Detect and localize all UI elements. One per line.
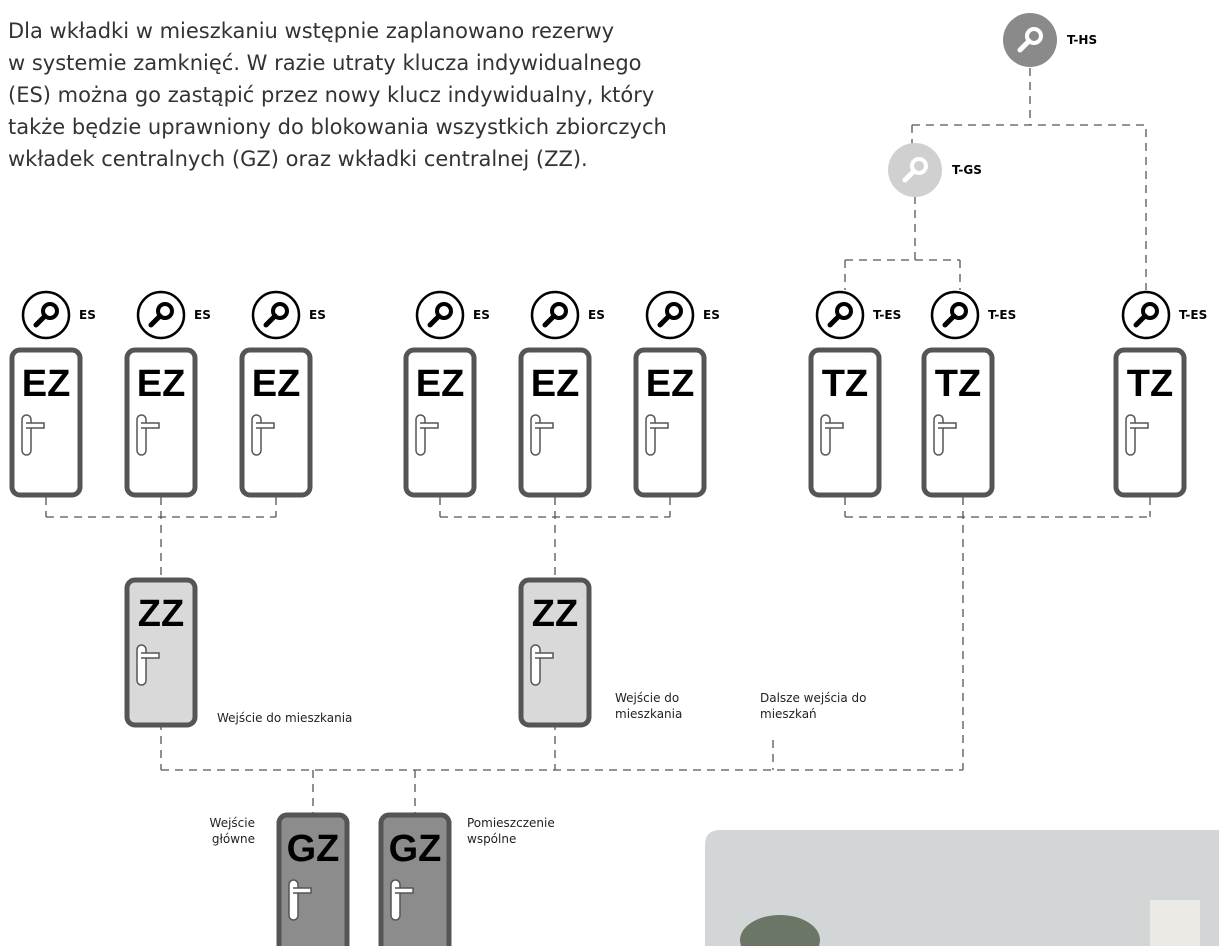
- door: TZ: [924, 350, 992, 495]
- key: ES: [532, 292, 605, 338]
- door-handle-lever: [420, 423, 438, 428]
- door-handle-plate: [22, 415, 31, 455]
- key: ES: [647, 292, 720, 338]
- key: T-ES: [932, 292, 1016, 338]
- door: EZ: [636, 350, 704, 495]
- caption-line: Dalsze wejścia do: [760, 691, 867, 705]
- intro-line: także będzie uprawniony do blokowania ws…: [8, 115, 667, 139]
- caption-line: Pomieszczenie: [467, 816, 555, 830]
- caption-line: Wejście do mieszkania: [217, 711, 352, 725]
- caption-line: Wejście do: [615, 691, 679, 705]
- door-label: GZ: [287, 828, 340, 870]
- door-label: EZ: [252, 363, 301, 405]
- door-handle-lever: [535, 653, 553, 658]
- key: T-ES: [817, 292, 901, 338]
- door-label: ZZ: [138, 593, 184, 635]
- door-handle-plate: [934, 415, 943, 455]
- key: T-GS: [888, 143, 982, 197]
- key: T-ES: [1123, 292, 1207, 338]
- door-handle-plate: [531, 645, 540, 685]
- door-handle-lever: [1130, 423, 1148, 428]
- door-handle-plate: [531, 415, 540, 455]
- key-label: ES: [194, 308, 211, 322]
- key-label: T-ES: [873, 308, 901, 322]
- door-handle-lever: [293, 888, 311, 893]
- key-label: T-ES: [1179, 308, 1207, 322]
- key: ES: [253, 292, 326, 338]
- key-label: T-ES: [988, 308, 1016, 322]
- door-handle-plate: [289, 880, 298, 920]
- door: ZZ: [127, 580, 195, 725]
- door-label: EZ: [531, 363, 580, 405]
- door-label: GZ: [389, 828, 442, 870]
- intro-line: Dla wkładki w mieszkaniu wstępnie zaplan…: [8, 19, 614, 43]
- door-handle-lever: [650, 423, 668, 428]
- key-label: ES: [703, 308, 720, 322]
- door-handle-lever: [141, 653, 159, 658]
- door-handle-plate: [137, 645, 146, 685]
- door: GZ: [381, 815, 449, 946]
- door-handle-plate: [646, 415, 655, 455]
- key-label: ES: [79, 308, 96, 322]
- key-label: T-HS: [1067, 33, 1097, 47]
- door-label: TZ: [1127, 363, 1173, 405]
- door-handle-plate: [416, 415, 425, 455]
- caption-line: wspólne: [467, 832, 516, 846]
- door-handle-lever: [535, 423, 553, 428]
- door: GZ: [279, 815, 347, 946]
- door: TZ: [811, 350, 879, 495]
- caption-line: mieszkania: [615, 707, 682, 721]
- door: EZ: [521, 350, 589, 495]
- door-handle-plate: [137, 415, 146, 455]
- intro-line: (ES) można go zastąpić przez nowy klucz …: [8, 83, 654, 107]
- caption-line: mieszkań: [760, 707, 817, 721]
- intro-line: w systemie zamknięć. W razie utraty kluc…: [8, 51, 642, 75]
- door-handle-plate: [1126, 415, 1135, 455]
- door: EZ: [127, 350, 195, 495]
- door: EZ: [12, 350, 80, 495]
- door-label: TZ: [935, 363, 981, 405]
- key: T-HS: [1003, 13, 1097, 67]
- key: ES: [23, 292, 96, 338]
- door-handle-lever: [256, 423, 274, 428]
- key-label: ES: [588, 308, 605, 322]
- door: EZ: [406, 350, 474, 495]
- door-handle-plate: [391, 880, 400, 920]
- intro-line: wkładek centralnych (GZ) oraz wkładki ce…: [8, 147, 588, 171]
- key: ES: [138, 292, 211, 338]
- caption-line: Wejście: [210, 816, 255, 830]
- door-handle-lever: [141, 423, 159, 428]
- door-label: EZ: [137, 363, 186, 405]
- door: EZ: [242, 350, 310, 495]
- key-label: ES: [473, 308, 490, 322]
- door-handle-plate: [821, 415, 830, 455]
- door-handle-lever: [395, 888, 413, 893]
- door-label: TZ: [822, 363, 868, 405]
- key: ES: [417, 292, 490, 338]
- key-label: ES: [309, 308, 326, 322]
- door-handle-plate: [252, 415, 261, 455]
- door-label: EZ: [22, 363, 71, 405]
- key-label: T-GS: [952, 163, 982, 177]
- door-handle-lever: [938, 423, 956, 428]
- door-handle-lever: [825, 423, 843, 428]
- door-handle-lever: [26, 423, 44, 428]
- door-label: EZ: [416, 363, 465, 405]
- diagram: Dla wkładki w mieszkaniu wstępnie zaplan…: [0, 0, 1219, 946]
- door: TZ: [1116, 350, 1184, 495]
- door-label: EZ: [646, 363, 695, 405]
- door-label: ZZ: [532, 593, 578, 635]
- photo: [705, 830, 1219, 946]
- caption-line: główne: [212, 832, 255, 846]
- door: ZZ: [521, 580, 589, 725]
